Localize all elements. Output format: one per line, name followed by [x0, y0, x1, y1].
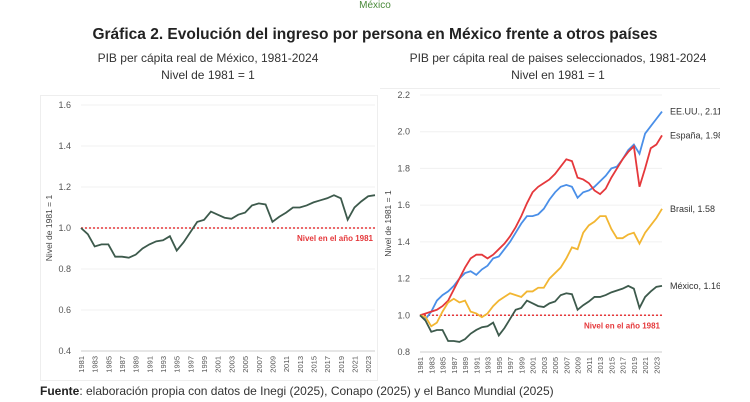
- right-chart-title: PIB per cápita real de paises selecciona…: [409, 51, 707, 65]
- x-tick-label: 2003: [227, 356, 236, 373]
- x-tick-label: 1983: [91, 356, 100, 373]
- x-tick-label: 2009: [574, 357, 583, 374]
- x-tick-label: 2013: [596, 357, 605, 374]
- x-tick-label: 1995: [173, 356, 182, 373]
- series-label: Brasil, 1.58: [670, 204, 715, 214]
- x-tick-label: 2011: [282, 356, 291, 372]
- y-tick-label: 1.2: [397, 274, 410, 284]
- left-chart: 0.4 0.6 0.8 1.0 1.2 1.4 1.6 1981 1983 1985 1987 198…: [40, 95, 378, 381]
- y-tick-label: 1.6: [58, 100, 71, 110]
- x-tick-label: 1991: [145, 356, 154, 373]
- left-chart-subtitle: Nivel de 1981 = 1: [161, 68, 255, 82]
- series-label: España, 1.98: [670, 130, 720, 140]
- x-tick-label: 1989: [461, 357, 470, 374]
- y-tick-label: 1.8: [397, 163, 410, 173]
- x-tick-label: 1995: [495, 357, 504, 374]
- x-tick-label: 1993: [159, 356, 168, 373]
- series-label: EE.UU., 2.11: [670, 107, 720, 117]
- y-tick-label: 1.2: [58, 182, 71, 192]
- y-tick-label: 1.4: [58, 141, 71, 151]
- y-tick-label: 1.0: [397, 310, 410, 320]
- x-tick-label: 1981: [416, 357, 425, 374]
- x-tick-label: 2017: [323, 356, 332, 373]
- y-tick-label: 1.0: [58, 223, 71, 233]
- x-tick-label: 2019: [630, 357, 639, 374]
- x-tick-label: 1987: [118, 356, 127, 373]
- left-chart-title: PIB per cápita real de México, 1981-2024: [97, 51, 319, 65]
- x-tick-label: 1985: [439, 357, 448, 374]
- y-tick-label: 0.4: [58, 346, 71, 356]
- x-tick-label: 1999: [200, 356, 209, 373]
- header-partial: México: [359, 0, 391, 11]
- x-tick-label: 2009: [268, 356, 277, 373]
- y-tick-label: 2.2: [397, 90, 410, 100]
- source-note: Fuente: elaboración propia con datos de …: [40, 384, 554, 398]
- figure-title: Gráfica 2. Evolución del ingreso por per…: [92, 26, 658, 43]
- x-tick-label: 2015: [607, 357, 616, 374]
- y-tick-label: 0.8: [58, 264, 71, 274]
- y-tick-label: 1.4: [397, 237, 410, 247]
- y-tick-label: 0.8: [397, 347, 410, 357]
- series-line-espaa: [419, 134, 663, 317]
- y-tick-label: 1.6: [397, 200, 410, 210]
- right-chart-subtitle: Nivel en 1981 = 1: [511, 68, 605, 82]
- reference-line-label: Nivel en el año 1981: [297, 234, 374, 243]
- right-chart: 0.8 1.0 1.2 1.4 1.6 1.8 2.0 2.2 1981 1983 1985 1987…: [380, 88, 720, 374]
- x-tick-label: 2023: [364, 356, 373, 373]
- source-label: Fuente: [40, 384, 80, 398]
- series-line-brasil: [419, 208, 663, 328]
- x-tick-label: 2001: [214, 356, 223, 373]
- x-tick-label: 2007: [562, 357, 571, 374]
- x-tick-label: 1983: [427, 357, 436, 374]
- series-label: México, 1.16: [670, 281, 720, 291]
- x-tick-label: 2005: [241, 356, 250, 373]
- x-tick-label: 2015: [309, 356, 318, 373]
- x-tick-label: 1993: [484, 357, 493, 374]
- x-tick-label: 2007: [255, 356, 264, 373]
- x-tick-label: 2017: [619, 357, 628, 374]
- x-tick-label: 1987: [450, 357, 459, 374]
- x-tick-label: 1989: [132, 356, 141, 373]
- reference-line-label: Nivel en el año 1981: [584, 321, 661, 330]
- y-tick-label: 0.6: [58, 305, 71, 315]
- x-tick-label: 2001: [529, 357, 538, 374]
- x-tick-label: 2005: [551, 357, 560, 374]
- x-tick-label: 1991: [472, 357, 481, 374]
- x-tick-label: 1985: [104, 356, 113, 373]
- x-tick-label: 1981: [77, 356, 86, 373]
- x-tick-label: 2003: [540, 357, 549, 374]
- x-tick-label: 1997: [186, 356, 195, 373]
- x-tick-label: 1999: [517, 357, 526, 374]
- y-axis-label: Nivel de 1981 = 1: [383, 190, 393, 257]
- x-tick-label: 2021: [641, 357, 650, 374]
- source-text: : elaboración propia con datos de Inegi …: [79, 384, 554, 398]
- series-line-mexico: [80, 194, 376, 259]
- y-axis-label: Nivel de 1981 = 1: [44, 195, 54, 262]
- x-tick-label: 2019: [337, 356, 346, 373]
- x-tick-label: 2021: [350, 356, 359, 373]
- series-line-mxico: [419, 284, 663, 343]
- y-tick-label: 2.0: [397, 127, 410, 137]
- x-tick-label: 2023: [652, 357, 661, 374]
- x-tick-label: 2013: [296, 356, 305, 373]
- x-tick-label: 2011: [585, 357, 594, 373]
- x-tick-label: 1997: [506, 357, 515, 374]
